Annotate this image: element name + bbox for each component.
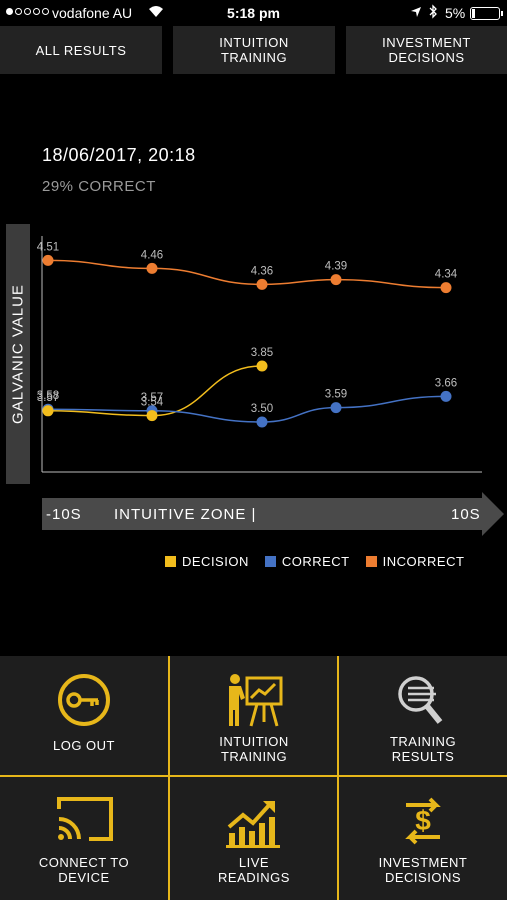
series-line-correct bbox=[47, 395, 447, 423]
legend-decision: DECISION bbox=[165, 554, 249, 569]
live-readings-button[interactable]: LIVE READINGS bbox=[170, 777, 338, 897]
tab-intuition-training[interactable]: INTUITION TRAINING bbox=[173, 26, 335, 74]
data-point-correct bbox=[330, 402, 342, 414]
zone-start-label: -10S bbox=[46, 506, 82, 523]
y-axis-title: GALVANIC VALUE bbox=[6, 224, 30, 484]
investment-decisions-button[interactable]: $ INVESTMENT DECISIONS bbox=[339, 777, 507, 897]
cast-icon bbox=[57, 797, 113, 841]
battery-icon bbox=[470, 7, 503, 20]
data-label-correct: 3.50 bbox=[251, 403, 273, 415]
zone-arrow-shape bbox=[42, 492, 504, 536]
session-date: 18/06/2017, 20:18 bbox=[42, 145, 196, 165]
status-bar: vodafone AU 5:18 pm 5% bbox=[0, 0, 507, 26]
data-label-incorrect: 4.51 bbox=[37, 241, 59, 253]
chart-up-icon bbox=[226, 801, 280, 848]
connect-device-label: CONNECT TO DEVICE bbox=[38, 855, 130, 885]
data-point-decision bbox=[146, 410, 158, 422]
galvanic-chart: 4.514.464.36 4.394.343.58 3.573.503.593.66… bbox=[37, 236, 482, 473]
legend-label-decision: DECISION bbox=[182, 554, 249, 569]
data-label-incorrect: 4.36 bbox=[251, 265, 273, 277]
menu-divider bbox=[337, 656, 339, 900]
intuitive-zone-bar: -10S INTUITIVE ZONE | 10S bbox=[42, 492, 504, 536]
clock: 5:18 pm bbox=[227, 5, 280, 21]
legend-swatch-decision bbox=[165, 556, 176, 567]
series-line-incorrect bbox=[47, 259, 447, 289]
intuitive-zone-label: INTUITIVE ZONE | bbox=[114, 506, 257, 523]
tab-all-results[interactable]: ALL RESULTS bbox=[0, 26, 162, 74]
carrier-name: vodafone AU bbox=[52, 5, 133, 21]
svg-text:$: $ bbox=[415, 805, 431, 836]
results-tabs: ALL RESULTS INTUITION TRAINING INVESTMEN… bbox=[0, 26, 507, 74]
data-point-decision bbox=[42, 405, 54, 417]
correct-percentage: 29% CORRECT bbox=[42, 178, 156, 195]
log-out-label: LOG OUT bbox=[52, 738, 115, 753]
data-point-incorrect bbox=[42, 254, 54, 266]
investment-decisions-label: INVESTMENT DECISIONS bbox=[378, 855, 468, 885]
training-results-label: TRAINING RESULTS bbox=[389, 734, 457, 764]
location-arrow-icon bbox=[410, 5, 422, 21]
chart-legend: DECISION CORRECT INCORRECT bbox=[165, 554, 464, 569]
data-label-correct: 3.57 bbox=[141, 392, 163, 404]
data-label-incorrect: 4.46 bbox=[141, 249, 163, 261]
menu-divider bbox=[168, 656, 170, 900]
data-point-correct bbox=[440, 390, 452, 402]
zone-end-label: 10S bbox=[451, 506, 481, 523]
presentation-icon bbox=[229, 674, 283, 727]
data-point-correct bbox=[256, 416, 268, 428]
dollar-exchange-icon: $ bbox=[405, 797, 441, 845]
data-label-correct: 3.58 bbox=[37, 390, 59, 402]
data-label-decision: 3.85 bbox=[251, 347, 273, 359]
legend-swatch-correct bbox=[264, 556, 276, 567]
legend-swatch-incorrect bbox=[365, 556, 377, 567]
intuition-training-button[interactable]: INTUITION TRAINING bbox=[170, 656, 338, 776]
data-label-incorrect: 4.34 bbox=[435, 269, 458, 281]
main-menu: LOG OUT INTUITION TRAINING TRAINING RESU… bbox=[0, 656, 507, 900]
y-axis-label: GALVANIC VALUE bbox=[9, 284, 27, 424]
bluetooth-icon bbox=[428, 4, 438, 22]
intuition-training-label: INTUITION TRAINING bbox=[219, 734, 289, 764]
training-results-button[interactable]: TRAINING RESULTS bbox=[339, 656, 507, 776]
data-point-incorrect bbox=[146, 262, 158, 274]
legend-label-correct: CORRECT bbox=[281, 554, 350, 569]
data-point-decision bbox=[256, 360, 268, 372]
data-label-correct: 3.59 bbox=[325, 389, 347, 401]
data-label-decision: 3.57 bbox=[37, 392, 59, 404]
wifi-icon bbox=[148, 4, 164, 21]
menu-divider bbox=[0, 775, 507, 777]
data-label-correct: 3.66 bbox=[435, 377, 457, 389]
tab-investment-decisions[interactable]: INVESTMENT DECISIONS bbox=[346, 26, 507, 74]
legend-correct: CORRECT bbox=[264, 554, 350, 569]
live-readings-label: LIVE READINGS bbox=[218, 855, 290, 885]
data-label-decision: 3.54 bbox=[141, 397, 164, 409]
search-list-icon bbox=[398, 676, 443, 724]
battery-percent: 5% bbox=[445, 5, 466, 21]
signal-strength-icon bbox=[6, 8, 49, 15]
legend-incorrect: INCORRECT bbox=[365, 554, 465, 569]
data-point-incorrect bbox=[330, 274, 342, 286]
data-point-incorrect bbox=[256, 278, 268, 290]
data-label-incorrect: 4.39 bbox=[325, 261, 347, 273]
log-out-button[interactable]: LOG OUT bbox=[0, 656, 168, 776]
key-icon bbox=[58, 674, 110, 726]
data-point-incorrect bbox=[440, 282, 452, 294]
connect-device-button[interactable]: CONNECT TO DEVICE bbox=[0, 777, 168, 897]
legend-label-incorrect: INCORRECT bbox=[382, 554, 465, 569]
